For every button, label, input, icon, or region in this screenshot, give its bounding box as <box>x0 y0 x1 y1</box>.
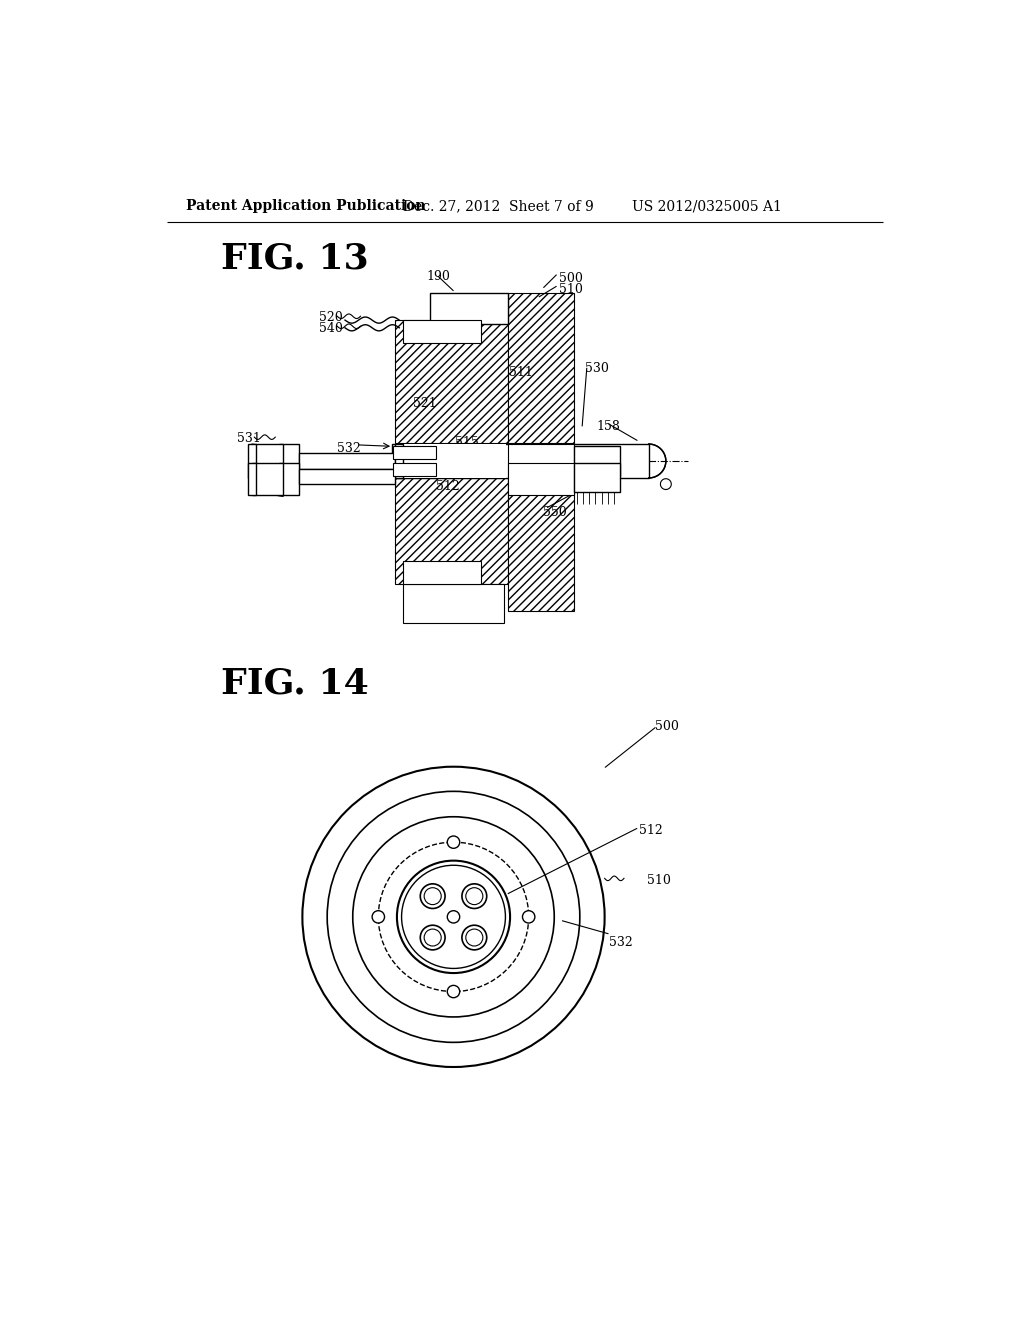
Text: US 2012/0325005 A1: US 2012/0325005 A1 <box>632 199 781 213</box>
Text: 511: 511 <box>509 367 534 379</box>
Circle shape <box>372 911 385 923</box>
Bar <box>299 469 395 484</box>
Text: 522: 522 <box>407 590 431 603</box>
Circle shape <box>352 817 554 1016</box>
Circle shape <box>447 911 460 923</box>
Text: FIG. 14: FIG. 14 <box>221 667 369 701</box>
Text: 158: 158 <box>597 420 621 433</box>
Text: 515: 515 <box>455 436 479 449</box>
Circle shape <box>462 884 486 908</box>
Bar <box>395 444 403 478</box>
Text: 510: 510 <box>559 284 583 296</box>
Bar <box>280 444 299 478</box>
Circle shape <box>424 887 441 904</box>
Bar <box>280 462 299 495</box>
Text: 533: 533 <box>337 461 361 474</box>
Text: 512: 512 <box>640 825 664 837</box>
Text: 190: 190 <box>426 271 451 282</box>
Bar <box>508 478 573 611</box>
Bar <box>573 446 621 477</box>
Bar <box>430 293 508 323</box>
Text: 540: 540 <box>319 322 343 335</box>
Circle shape <box>420 884 445 908</box>
Circle shape <box>328 792 580 1043</box>
Bar <box>403 561 480 585</box>
Circle shape <box>378 842 528 991</box>
Circle shape <box>466 929 483 946</box>
Text: 510: 510 <box>647 874 671 887</box>
Bar <box>393 446 435 459</box>
Text: 532: 532 <box>608 936 632 949</box>
Text: 550: 550 <box>543 507 566 520</box>
Bar <box>252 444 283 478</box>
Bar <box>299 453 395 469</box>
Bar <box>508 293 573 444</box>
Bar <box>395 321 508 444</box>
Circle shape <box>447 985 460 998</box>
Bar <box>508 462 573 495</box>
Bar <box>248 462 256 495</box>
Text: Dec. 27, 2012  Sheet 7 of 9: Dec. 27, 2012 Sheet 7 of 9 <box>403 199 594 213</box>
Text: Patent Application Publication: Patent Application Publication <box>186 199 426 213</box>
Text: 520: 520 <box>319 312 343 323</box>
Bar <box>252 462 283 495</box>
Circle shape <box>447 836 460 849</box>
Bar <box>573 462 621 492</box>
Text: 531: 531 <box>237 432 260 445</box>
Circle shape <box>302 767 604 1067</box>
Text: 500: 500 <box>655 721 679 734</box>
Bar <box>393 462 435 477</box>
Text: FIG. 13: FIG. 13 <box>221 242 369 276</box>
Circle shape <box>466 887 483 904</box>
Circle shape <box>522 911 535 923</box>
Bar <box>403 585 504 623</box>
Text: 532: 532 <box>337 442 361 455</box>
Circle shape <box>397 861 510 973</box>
Text: 500: 500 <box>559 272 583 285</box>
Circle shape <box>462 925 486 950</box>
Circle shape <box>420 925 445 950</box>
Text: 521: 521 <box>414 397 437 411</box>
Bar <box>403 321 480 343</box>
Text: 530: 530 <box>586 363 609 375</box>
Bar <box>397 444 506 478</box>
Bar <box>395 478 508 585</box>
Bar <box>508 444 573 478</box>
Bar <box>248 444 256 478</box>
Bar <box>391 444 649 478</box>
Circle shape <box>424 929 441 946</box>
Bar <box>435 444 506 478</box>
Text: 512: 512 <box>436 480 460 494</box>
Circle shape <box>401 866 506 969</box>
